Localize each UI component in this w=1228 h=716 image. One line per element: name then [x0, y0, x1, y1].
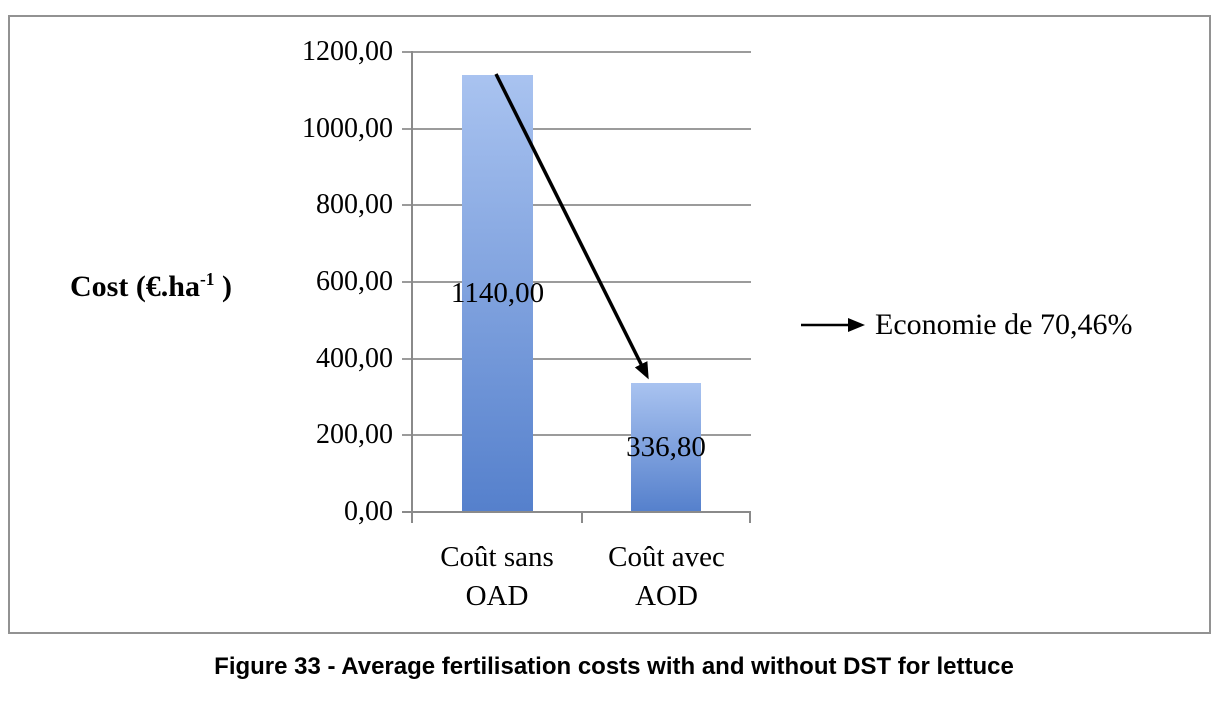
y-tick-label: 800,00 — [316, 189, 393, 220]
y-axis-line — [411, 51, 413, 523]
gridline — [402, 51, 751, 53]
category-label-cout-sans-oad: Coût sans OAD — [412, 538, 582, 616]
category-label-line: Coût avec — [608, 541, 725, 573]
y-tick-label: 200,00 — [316, 419, 393, 450]
gridline — [402, 358, 751, 360]
y-tick-label: 0,00 — [344, 496, 393, 527]
y-axis-title-superscript: -1 — [200, 269, 215, 289]
figure-caption: Figure 33 - Average fertilisation costs … — [214, 653, 1014, 680]
y-axis-title: Cost (€.ha-1 ) — [40, 270, 262, 304]
x-axis-line — [402, 511, 751, 513]
savings-annotation: Economie de 70,46% — [875, 308, 1133, 341]
category-label-line: AOD — [635, 580, 698, 612]
gridline — [402, 434, 751, 436]
y-tick-label: 1200,00 — [302, 36, 393, 67]
bar-cout-sans-oad: 1140,00 — [451, 75, 544, 512]
y-tick-label: 600,00 — [316, 266, 393, 297]
category-label-line: OAD — [465, 580, 529, 612]
chart-frame — [8, 15, 1211, 634]
bar-value-label: 1140,00 — [450, 277, 545, 309]
y-axis-title-suffix: ) — [214, 270, 232, 303]
x-axis-tick — [749, 513, 751, 523]
gridline — [402, 128, 751, 130]
y-tick-label: 400,00 — [316, 343, 393, 374]
y-axis-title-base: Cost (€.ha — [69, 270, 200, 303]
bar-value-label: 336,80 — [626, 430, 706, 463]
bar-cout-avec-aod: 336,80 — [626, 382, 706, 512]
y-tick-label: 1000,00 — [302, 113, 393, 144]
category-label-cout-avec-aod: Coût avec AOD — [582, 538, 751, 616]
category-label-line: Coût sans — [440, 541, 554, 573]
x-axis-tick — [581, 513, 583, 523]
gridline — [402, 204, 751, 206]
